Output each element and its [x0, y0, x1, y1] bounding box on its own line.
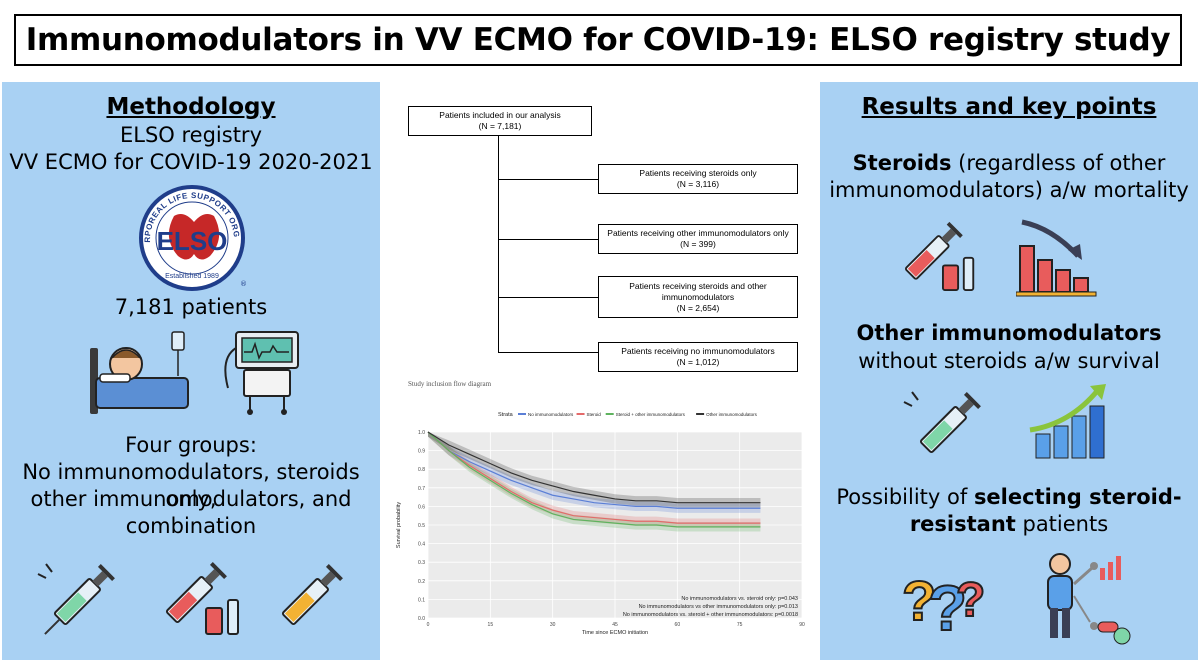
x-tick-label: 30 — [550, 622, 556, 628]
flow-box-label: Patients receiving steroids and other — [629, 280, 767, 291]
flow-root-count: (N = 7,181) — [478, 121, 522, 131]
legend-title: Strata — [498, 412, 514, 418]
flow-box-none: Patients receiving no immunomodulators (… — [598, 342, 798, 372]
syringe-vial-icon — [165, 562, 239, 635]
steroids-bold: Steroids — [852, 151, 952, 175]
possibility-post: patients — [1015, 512, 1109, 536]
confidence-band — [428, 432, 761, 508]
y-tick-label: 0.8 — [418, 467, 425, 473]
syringe-icon — [903, 391, 981, 454]
center-figure: Patients included in our analysis (N = 7… — [388, 82, 812, 660]
flow-box-label: immunomodulators — [661, 291, 735, 302]
x-tick-label: 60 — [675, 622, 681, 628]
flow-box-label: Patients receiving steroids only — [639, 168, 757, 178]
legend-label: Steroid + other immunomodulators — [616, 412, 686, 417]
groups-line-3: combination — [125, 514, 257, 538]
steroids-line-1: Steroids (regardless of other — [820, 150, 1198, 177]
possibility-bold: selecting steroid- — [973, 485, 1182, 509]
legend-label: Other immunomodulators — [706, 412, 758, 417]
y-tick-label: 0.1 — [418, 597, 425, 603]
x-tick-label: 0 — [427, 622, 430, 628]
p-value-annotation: No immunomodulators vs. steroid only: p=… — [681, 596, 798, 602]
p-value-annotation: No immunomodulators vs. steroid + other … — [623, 612, 798, 618]
x-tick-label: 15 — [488, 622, 494, 628]
flow-box-count: (N = 3,116) — [676, 179, 720, 189]
survival-curve — [427, 431, 761, 509]
possibility-bold: resistant — [909, 512, 1016, 536]
possibility-pre: Possibility of — [836, 485, 974, 509]
patient-bed-icon — [90, 331, 189, 414]
groups-line-2: other immunomodulators, and — [30, 487, 352, 511]
y-tick-label: 1.0 — [418, 430, 425, 436]
flow-box-combination: Patients receiving steroids and other im… — [598, 276, 798, 318]
steroids-rest: (regardless of other — [951, 151, 1166, 175]
flow-box-label: Patients receiving other immunomodulator… — [607, 228, 789, 238]
person-pills-icon — [1047, 553, 1131, 645]
cohort-text: VV ECMO for COVID-19 2020-2021 — [9, 150, 373, 174]
p-value-annotation: No immunomodulators vs other immunomodul… — [639, 604, 798, 610]
survival-chart: 0.0 0.1 0.2 0.3 0.4 0.5 0.6 0.7 0.8 0.9 1.0 0 15 30 45… — [396, 412, 805, 636]
elso-logo: EXTRACORPOREAL LIFE SUPPORT ORGANIZATION… — [134, 182, 247, 291]
y-tick-label: 0.3 — [418, 560, 425, 566]
svg-text:?: ? — [928, 572, 967, 640]
survival-curve — [427, 431, 761, 524]
x-tick-label: 75 — [737, 622, 743, 628]
results-panel: Results and key points Steroids (regardl… — [820, 82, 1198, 660]
flow-box-count: (N = 399) — [680, 239, 716, 249]
y-axis-label: Survival probability — [396, 502, 402, 548]
page-title: Immunomodulators in VV ECMO for COVID-19… — [14, 14, 1182, 66]
other-rest: without steroids a/w survival — [858, 349, 1160, 373]
x-tick-label: 45 — [612, 622, 618, 628]
y-tick-label: 0.5 — [418, 523, 425, 529]
syringe-icon — [281, 564, 343, 626]
survival-curve — [427, 431, 761, 528]
flow-box-count: (N = 1,012) — [676, 357, 720, 367]
rising-chart-icon — [1029, 384, 1106, 459]
legend-label: Steroid — [587, 412, 602, 417]
ventilator-icon — [224, 331, 299, 415]
declining-chart-icon — [1016, 219, 1097, 297]
survival-curve — [427, 431, 761, 504]
y-tick-label: 0.9 — [418, 449, 425, 455]
logo-registered: ® — [240, 280, 247, 288]
y-tick-label: 0.6 — [418, 504, 425, 510]
groups-line-1: No immunomodulators, steroids only, — [22, 460, 360, 511]
x-tick-label: 90 — [799, 622, 805, 628]
logo-established: Established 1989 — [165, 273, 219, 280]
svg-text:?: ? — [956, 574, 985, 627]
legend-label: No immunomodulators — [528, 412, 574, 417]
groups-title: Four groups: — [125, 433, 257, 457]
question-marks-icon: ? ? ? — [902, 568, 986, 640]
flow-root-label: Patients included in our analysis — [439, 110, 561, 120]
y-tick-label: 0.7 — [418, 486, 425, 492]
patients-count: 7,181 patients — [114, 295, 268, 319]
methodology-panel: Methodology ELSO registry VV ECMO for CO… — [2, 82, 380, 660]
svg-text:?: ? — [902, 569, 936, 632]
results-heading: Results and key points — [861, 94, 1157, 120]
confidence-band — [428, 432, 761, 528]
other-bold: Other immunomodulators — [856, 321, 1162, 345]
y-tick-label: 0.2 — [418, 579, 425, 585]
flow-box-count: (N = 2,654) — [676, 302, 720, 313]
possibility-line-1: Possibility of selecting steroid- — [820, 484, 1198, 511]
y-tick-label: 0.0 — [418, 616, 425, 622]
possibility-line-2: resistant patients — [820, 511, 1198, 538]
registry-text: ELSO registry — [120, 123, 262, 147]
steroids-line-2: immunomodulators) a/w mortality — [829, 178, 1189, 202]
flow-box-steroids: Patients receiving steroids only (N = 3,… — [598, 164, 798, 194]
y-tick-label: 0.4 — [418, 542, 425, 548]
syringe-vial-icon — [905, 221, 975, 291]
flow-root-box: Patients included in our analysis (N = 7… — [408, 106, 592, 136]
methodology-heading: Methodology — [106, 94, 276, 120]
logo-letters: ELSO — [157, 226, 228, 256]
flow-caption: Study inclusion flow diagram — [408, 380, 492, 388]
syringe-icon — [37, 563, 115, 635]
flow-box-other: Patients receiving other immunomodulator… — [598, 224, 798, 254]
x-axis-label: Time since ECMO initiation — [582, 630, 648, 636]
flow-box-label: Patients receiving no immunomodulators — [621, 346, 775, 356]
